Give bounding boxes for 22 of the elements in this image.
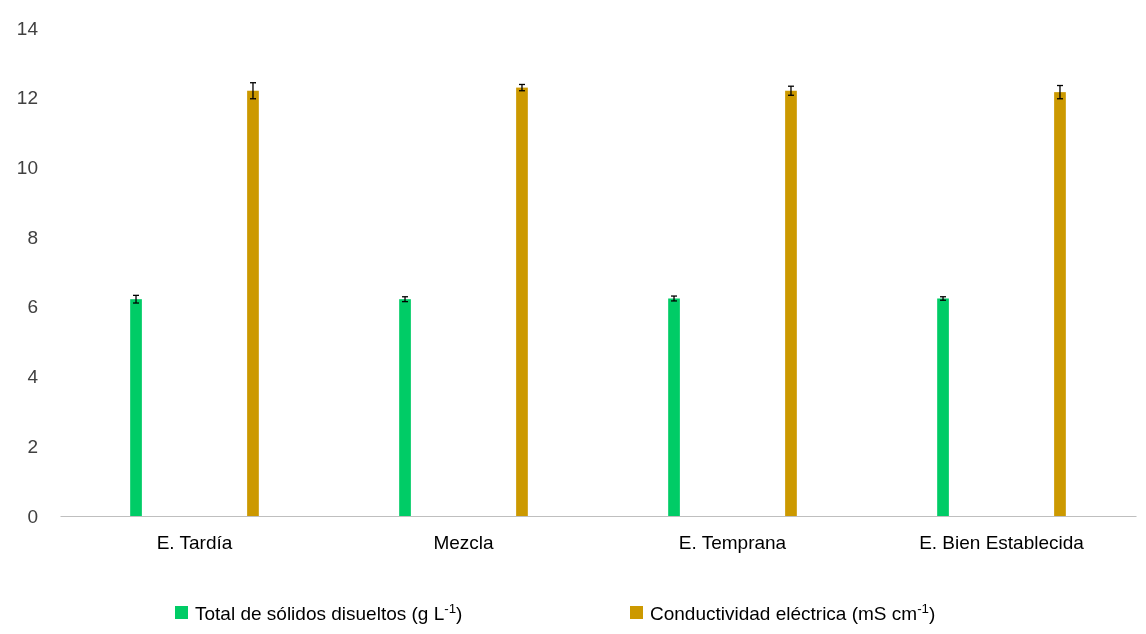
bar: [247, 90, 259, 516]
y-tick-label: 14: [16, 17, 39, 39]
y-tick-label: 2: [27, 435, 38, 457]
x-tick-label: E. Temprana: [678, 532, 787, 554]
x-tick-label: E. Tardía: [156, 532, 233, 554]
bar: [399, 299, 411, 516]
legend-label: Total de sólidos disueltos (g L$^{-1}$): [195, 600, 463, 624]
bar: [1054, 92, 1066, 516]
bar: [130, 299, 142, 516]
bar: [516, 87, 528, 516]
bar: [668, 298, 680, 516]
legend-label: Conductividad eléctrica (mS cm$^{-1}$): [650, 600, 936, 624]
y-tick-label: 4: [27, 366, 39, 388]
y-tick-label: 12: [16, 87, 38, 109]
y-tick-label: 8: [27, 226, 38, 248]
y-tick-label: 6: [27, 296, 38, 318]
bar: [937, 298, 949, 516]
x-tick-label: E. Bien Establecida: [919, 532, 1085, 554]
y-tick-label: 10: [16, 157, 38, 179]
bar: [785, 90, 797, 516]
y-tick-label: 0: [27, 505, 38, 527]
x-tick-label: Mezcla: [433, 532, 495, 554]
